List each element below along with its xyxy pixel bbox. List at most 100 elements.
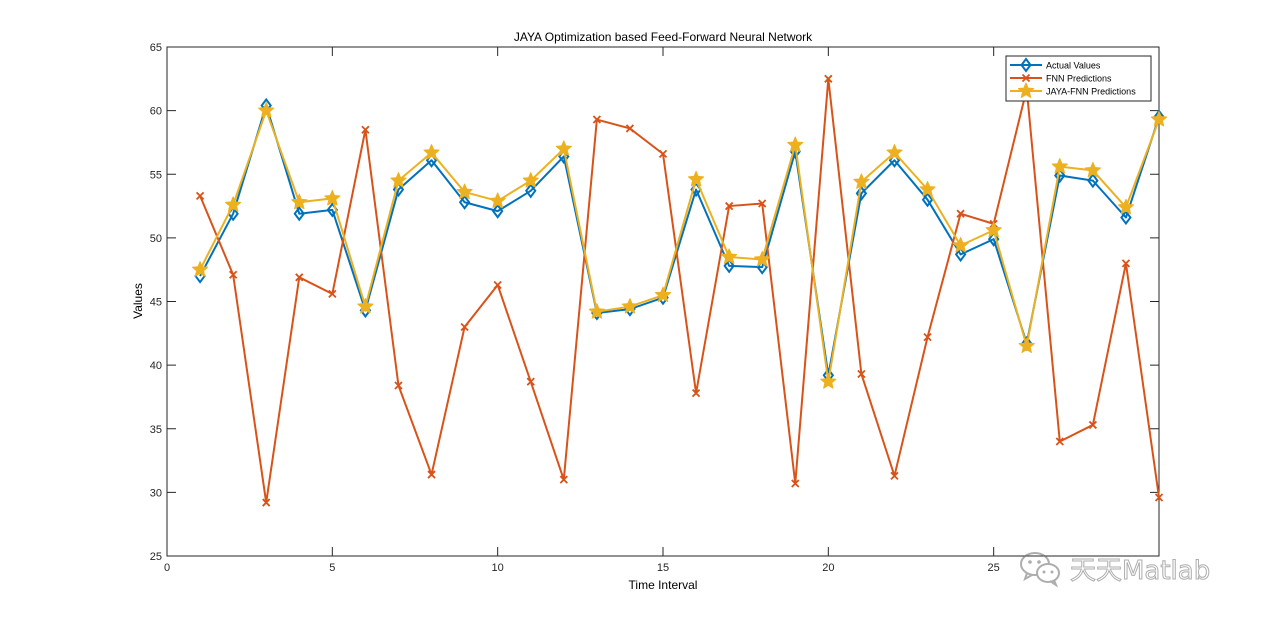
data-point-fnn-predictions (824, 74, 833, 83)
data-point-fnn-predictions (262, 498, 271, 507)
legend-label: JAYA-FNN Predictions (1046, 87, 1136, 97)
data-point-fnn-predictions (394, 381, 403, 390)
data-point-fnn-predictions (228, 270, 238, 279)
series-line-actual-values (199, 104, 1160, 377)
data-point-fnn-predictions (791, 479, 800, 488)
data-point-jaya-fnn-predictions (555, 140, 572, 156)
wechat-icon (1020, 552, 1060, 588)
data-point-jaya-fnn-predictions (357, 298, 374, 314)
data-point-jaya-fnn-predictions (588, 303, 605, 319)
data-point-jaya-fnn-predictions (654, 286, 672, 303)
data-point-fnn-predictions (493, 280, 502, 290)
x-tick-label: 0 (164, 562, 170, 574)
legend-label: Actual Values (1046, 61, 1101, 71)
data-point-fnn-predictions (658, 149, 668, 159)
x-axis-label: Time Interval (629, 578, 698, 592)
y-tick-label: 45 (150, 297, 162, 309)
data-point-jaya-fnn-predictions (324, 189, 341, 206)
data-point-jaya-fnn-predictions (1084, 161, 1101, 178)
data-point-jaya-fnn-predictions (1150, 111, 1168, 127)
data-point-actual-values (1054, 167, 1066, 184)
data-point-actual-values (1120, 209, 1132, 226)
series-line-fnn-predictions (199, 77, 1160, 504)
y-tick-label: 50 (150, 233, 162, 245)
data-point-jaya-fnn-predictions (919, 181, 936, 197)
data-point-fnn-predictions (956, 209, 965, 218)
data-point-fnn-predictions (460, 322, 469, 332)
y-axis-label: Values (131, 283, 145, 319)
legend-swatch-marker (1017, 82, 1035, 98)
data-point-jaya-fnn-predictions (390, 172, 407, 188)
data-point-fnn-predictions (526, 377, 535, 386)
data-point-fnn-predictions (857, 369, 866, 379)
data-point-jaya-fnn-predictions (1051, 158, 1068, 174)
y-tick-label: 35 (150, 424, 162, 436)
data-point-actual-values (524, 183, 537, 199)
plot-area (167, 47, 1159, 556)
x-tick-label: 5 (329, 562, 335, 574)
data-point-jaya-fnn-predictions (787, 136, 804, 152)
series-jaya-fnn-predictions (191, 102, 1168, 389)
legend-swatch-marker (1021, 73, 1031, 83)
data-point-fnn-predictions (1121, 259, 1131, 268)
data-point-fnn-predictions (691, 388, 701, 398)
data-point-fnn-predictions (195, 191, 205, 201)
data-point-jaya-fnn-predictions (225, 196, 242, 212)
data-point-fnn-predictions (1055, 437, 1064, 446)
data-point-jaya-fnn-predictions (1018, 337, 1035, 354)
data-point-jaya-fnn-predictions (754, 251, 771, 267)
data-point-fnn-predictions (890, 471, 899, 480)
data-point-jaya-fnn-predictions (423, 144, 440, 160)
data-point-jaya-fnn-predictions (721, 248, 738, 264)
data-point-fnn-predictions (724, 201, 734, 211)
data-point-jaya-fnn-predictions (456, 183, 473, 200)
axes: 0 5 10 15 20 25 25 30 35 40 45 50 55 60 65 (150, 42, 1160, 574)
data-point-jaya-fnn-predictions (952, 237, 969, 253)
data-point-jaya-fnn-predictions (853, 173, 870, 189)
chart-title: JAYA Optimization based Feed-Forward Neu… (514, 30, 813, 44)
x-tick-label: 15 (657, 562, 669, 574)
watermark-text: 天天Matlab (1069, 555, 1211, 586)
data-point-fnn-predictions (923, 332, 932, 342)
series-line-jaya-fnn-predictions (199, 109, 1160, 383)
legend-label: FNN Predictions (1046, 74, 1112, 84)
y-tick-label: 65 (150, 42, 162, 54)
data-point-fnn-predictions (559, 475, 568, 484)
x-tick-label: 10 (492, 562, 504, 574)
data-point-jaya-fnn-predictions (886, 144, 903, 160)
data-point-actual-values (458, 194, 471, 210)
data-point-actual-values (491, 203, 504, 219)
legend-swatch-marker (1020, 57, 1032, 73)
data-point-jaya-fnn-predictions (820, 373, 837, 389)
series-group (191, 74, 1168, 507)
data-point-jaya-fnn-predictions (489, 192, 506, 208)
data-point-fnn-predictions (758, 199, 767, 208)
data-point-jaya-fnn-predictions (687, 170, 705, 187)
legend: Actual Values FNN Predictions JAYA-FNN Pre… (1005, 55, 1152, 102)
data-point-fnn-predictions (1154, 493, 1164, 502)
y-tick-label: 30 (150, 487, 162, 499)
data-point-fnn-predictions (592, 115, 602, 124)
data-point-fnn-predictions (295, 273, 304, 282)
data-point-fnn-predictions (1088, 420, 1098, 430)
x-tick-label: 25 (988, 562, 1000, 574)
data-point-jaya-fnn-predictions (291, 193, 308, 210)
y-tick-label: 25 (150, 551, 162, 563)
y-tick-label: 55 (150, 169, 162, 181)
series-fnn-predictions (195, 74, 1164, 507)
data-point-jaya-fnn-predictions (258, 102, 275, 118)
data-point-actual-values (392, 181, 405, 198)
data-point-actual-values (293, 206, 306, 222)
data-point-jaya-fnn-predictions (1117, 198, 1135, 215)
data-point-actual-values (954, 246, 967, 263)
x-tick-label: 20 (822, 562, 834, 574)
watermark: 天天Matlab (1018, 548, 1211, 588)
data-point-actual-values (1087, 172, 1099, 189)
data-point-jaya-fnn-predictions (191, 261, 209, 277)
y-tick-label: 40 (150, 360, 162, 372)
data-point-actual-values (921, 192, 934, 208)
data-point-jaya-fnn-predictions (985, 221, 1002, 238)
data-point-fnn-predictions (328, 289, 337, 299)
y-tick-label: 60 (150, 106, 162, 118)
